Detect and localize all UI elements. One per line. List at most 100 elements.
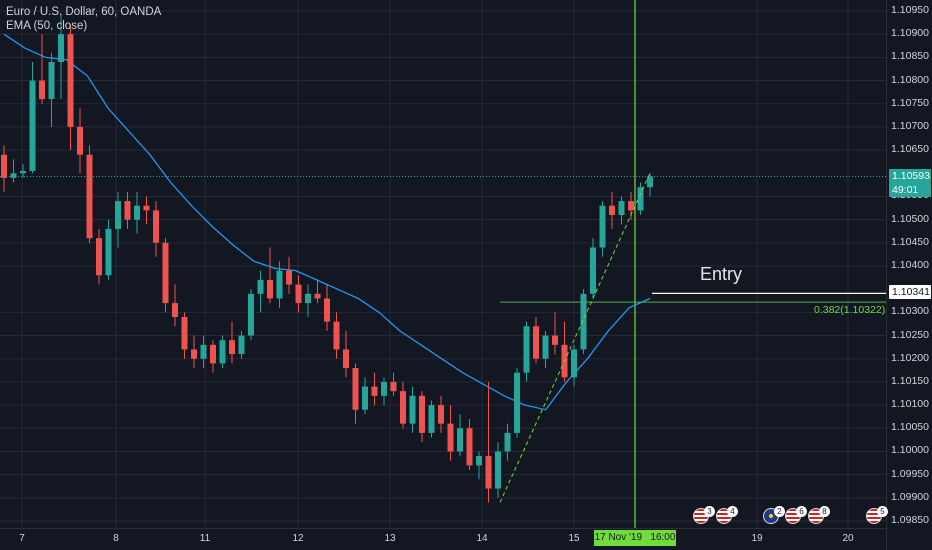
candle-body [153, 210, 159, 243]
time-tick-label: 20 [842, 533, 854, 544]
candle-body [200, 344, 207, 359]
candle-body [609, 205, 615, 215]
price-tick-label: 1.10450 [891, 235, 929, 248]
event-flag[interactable]: 2 [763, 506, 789, 524]
candle-body [77, 126, 83, 155]
price-tick-label: 1.10250 [891, 328, 929, 341]
candle-body [10, 173, 17, 178]
event-flag[interactable]: 8 [808, 506, 834, 524]
candle-body [210, 344, 216, 364]
candle-body [143, 205, 150, 211]
price-tick-label: 1.10300 [891, 305, 929, 318]
event-flag[interactable]: 4 [716, 506, 742, 524]
candle-body [191, 349, 197, 359]
candle-body [115, 201, 121, 229]
candle-body [419, 395, 425, 433]
candle-body [599, 205, 606, 248]
ema-line [3, 33, 651, 411]
candle-body [86, 154, 93, 239]
time-tick-label: 11 [199, 533, 211, 544]
candle-body [105, 228, 112, 276]
candle-body [333, 321, 340, 350]
candle-body [267, 279, 273, 299]
price-tick-label: 1.09900 [891, 490, 929, 503]
time-tick-label: 19 [751, 533, 763, 544]
candle-body [628, 201, 634, 211]
candle-body [438, 405, 444, 424]
time-tick-label: 7 [19, 533, 25, 544]
event-count-badge: 5 [877, 506, 888, 517]
event-flag[interactable]: 5 [866, 506, 892, 524]
candle-body [286, 270, 292, 285]
candle-body [580, 293, 587, 350]
time-tick-label: 14 [476, 533, 488, 544]
symbol-legend[interactable]: Euro / U.S. Dollar, 60, OANDA [6, 6, 162, 18]
candle-body [618, 201, 625, 215]
candle-body [276, 270, 283, 299]
chart-grid [0, 0, 886, 528]
price-tick-label: 1.10700 [891, 119, 929, 132]
ema-legend[interactable]: EMA (50, close) [6, 20, 88, 32]
event-flag[interactable]: 6 [785, 506, 811, 524]
candle-body [58, 34, 64, 62]
fib-level-label[interactable]: 0.382(1.10322) [814, 304, 886, 316]
candlestick-series [1, 13, 653, 503]
candle-body [96, 238, 102, 276]
time-tick-label: 15 [568, 533, 580, 544]
candle-body [305, 293, 311, 304]
entry-price-tag: 1.10341 [889, 285, 931, 299]
time-tick-label: 8 [113, 533, 119, 544]
drawings [0, 173, 886, 503]
price-tick-label: 1.10900 [891, 27, 929, 40]
price-tick-label: 1.10200 [891, 351, 929, 364]
candle-body [29, 80, 36, 171]
candle-body [447, 423, 454, 452]
event-flag[interactable]: 3 [693, 506, 719, 524]
candle-body [134, 205, 140, 220]
candle-body [20, 170, 26, 174]
candle-body [295, 284, 302, 304]
price-tick-label: 1.10150 [891, 374, 929, 387]
candle-body [238, 335, 245, 355]
candle-body [257, 279, 264, 294]
candle-body [390, 381, 397, 392]
candle-body [552, 335, 558, 345]
candle-body [352, 368, 359, 410]
candle-body [409, 395, 416, 424]
price-tick-label: 1.10050 [891, 421, 929, 434]
candle-body [343, 349, 349, 368]
candle-body [571, 349, 577, 378]
event-count-badge: 6 [796, 506, 807, 517]
candle-body [485, 456, 492, 489]
candle-body [523, 326, 530, 373]
last-price-tag: 1.10593 [889, 169, 931, 183]
candle-body [362, 386, 368, 410]
candle-body [504, 432, 511, 452]
candle-body [248, 293, 254, 336]
entry-label[interactable]: Entry [700, 264, 743, 284]
price-tick-label: 1.10000 [891, 444, 929, 457]
event-count-badge: 3 [704, 506, 715, 517]
time-cursor-label: 17 Nov '19 16:00 [594, 530, 676, 546]
candle-body [371, 386, 378, 396]
price-tick-label: 1.10850 [891, 50, 929, 63]
candle-body [324, 298, 330, 322]
time-tick-label: 13 [384, 533, 396, 544]
price-tick-label: 1.10500 [891, 212, 929, 225]
ema-path [3, 33, 651, 411]
price-tick-label: 1.10800 [891, 73, 929, 86]
price-tick-label: 1.10750 [891, 96, 929, 109]
candle-body [124, 201, 131, 220]
price-tick-label: 1.09950 [891, 467, 929, 480]
chart-legend: Euro / U.S. Dollar, 60, OANDA EMA (50, c… [6, 5, 161, 33]
candle-body [590, 247, 596, 294]
candle-body [172, 303, 178, 317]
price-tick-label: 1.10400 [891, 259, 929, 271]
candle-body [457, 428, 463, 452]
price-tick-label: 1.10100 [891, 398, 929, 411]
candle-body [542, 335, 549, 359]
candle-body [219, 340, 226, 364]
time-tick-label: 12 [292, 533, 304, 544]
event-count-badge: 8 [819, 506, 830, 517]
